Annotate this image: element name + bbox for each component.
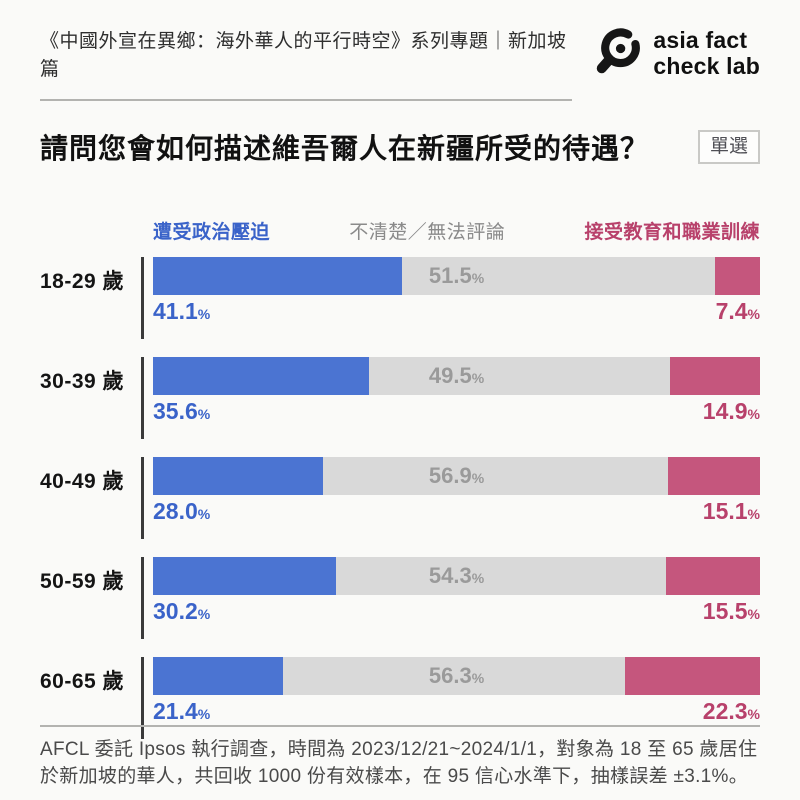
value-oppression: 21.4% (153, 698, 211, 724)
value-education: 7.4% (715, 298, 760, 324)
seg-education (624, 657, 760, 695)
row-label: 40-49 歲 (40, 470, 125, 493)
row-body: 51.5% 41.1% 7.4% (141, 257, 760, 339)
value-oppression: 30.2% (153, 598, 211, 624)
stacked-bar: 51.5% (153, 257, 760, 295)
value-unclear: 49.5% (428, 363, 485, 388)
question-title: 請問您會如何描述維吾爾人在新疆所受的待遇？ (40, 133, 650, 164)
value-row: 35.6% 14.9% (153, 398, 760, 425)
seg-oppression (153, 457, 323, 495)
series-title: 《中國外宣在異鄉：海外華人的平行時空》系列專題｜新加坡篇 (40, 31, 567, 80)
footer: AFCL 委託 Ipsos 執行調查，時間為 2023/12/21~2024/1… (40, 725, 760, 790)
afcl-logo: asia fact check lab (590, 25, 760, 81)
seg-oppression (153, 557, 337, 595)
value-row: 28.0% 15.1% (153, 498, 760, 525)
value-row: 30.2% 15.5% (153, 598, 760, 625)
logo-text: asia fact check lab (653, 27, 760, 79)
single-choice-badge: 單選 (697, 130, 760, 164)
seg-oppression (153, 357, 370, 395)
row-label: 18-29 歲 (40, 270, 125, 293)
row-body: 56.3% 21.4% 22.3% (141, 657, 760, 739)
value-row: 21.4% 22.3% (153, 698, 760, 725)
header-series: 《中國外宣在異鄉：海外華人的平行時空》系列專題｜新加坡篇 (40, 28, 573, 101)
seg-education (669, 357, 760, 395)
seg-unclear (336, 557, 666, 595)
seg-education (715, 257, 760, 295)
magnifier-logo-icon (590, 25, 644, 81)
value-oppression: 28.0% (153, 498, 211, 524)
seg-education (665, 557, 760, 595)
value-row: 41.1% 7.4% (153, 298, 760, 325)
chart-row: 50-59 歲 54.3% 30.2% 15.5% (40, 557, 760, 639)
value-oppression: 35.6% (153, 398, 211, 424)
seg-oppression (153, 657, 283, 695)
row-label: 60-65 歲 (40, 670, 125, 693)
value-education: 22.3% (702, 698, 760, 724)
chart-row: 30-39 歲 49.5% 35.6% 14.9% (40, 357, 760, 439)
chart-row: 18-29 歲 51.5% 41.1% 7.4% (40, 257, 760, 339)
value-unclear: 56.9% (428, 463, 485, 488)
chart-row: 60-65 歲 56.3% 21.4% 22.3% (40, 657, 760, 739)
row-body: 54.3% 30.2% 15.5% (141, 557, 760, 639)
value-unclear: 51.5% (428, 263, 485, 288)
value-education: 14.9% (702, 398, 760, 424)
value-unclear: 56.3% (428, 663, 485, 688)
row-body: 56.9% 28.0% 15.1% (141, 457, 760, 539)
legend-item-0: 遭受政治壓迫 (153, 222, 271, 243)
stacked-bar: 49.5% (153, 357, 760, 395)
stacked-bar: 54.3% (153, 557, 760, 595)
logo-text-line1: asia fact (653, 27, 748, 53)
value-oppression: 41.1% (153, 298, 211, 324)
legend-item-1: 不清楚／無法評論 (349, 222, 506, 243)
row-body: 49.5% 35.6% 14.9% (141, 357, 760, 439)
seg-oppression (153, 257, 403, 295)
methodology-note: AFCL 委託 Ipsos 執行調查，時間為 2023/12/21~2024/1… (40, 739, 758, 787)
seg-unclear (402, 257, 716, 295)
chart-row: 40-49 歲 56.9% 28.0% 15.1% (40, 457, 760, 539)
stacked-bar: 56.9% (153, 457, 760, 495)
seg-unclear (282, 657, 625, 695)
value-unclear: 54.3% (428, 563, 485, 588)
legend-item-2: 接受教育和職業訓練 (584, 222, 760, 243)
row-label: 30-39 歲 (40, 370, 125, 393)
chart-rows: 18-29 歲 51.5% 41.1% 7.4% 30-39 歲 49.5% (40, 257, 760, 739)
legend: 遭受政治壓迫 不清楚／無法評論 接受教育和職業訓練 (153, 217, 760, 244)
footer-divider (40, 725, 760, 727)
seg-education (668, 457, 760, 495)
seg-unclear (322, 457, 669, 495)
question-row: 請問您會如何描述維吾爾人在新疆所受的待遇？ 單選 (40, 127, 760, 167)
seg-unclear (369, 357, 670, 395)
value-education: 15.1% (702, 498, 760, 524)
row-label: 50-59 歲 (40, 570, 125, 593)
logo-text-line2: check lab (653, 53, 760, 79)
value-education: 15.5% (702, 598, 760, 624)
stacked-bar: 56.3% (153, 657, 760, 695)
header: 《中國外宣在異鄉：海外華人的平行時空》系列專題｜新加坡篇 asia fact c… (40, 25, 760, 101)
